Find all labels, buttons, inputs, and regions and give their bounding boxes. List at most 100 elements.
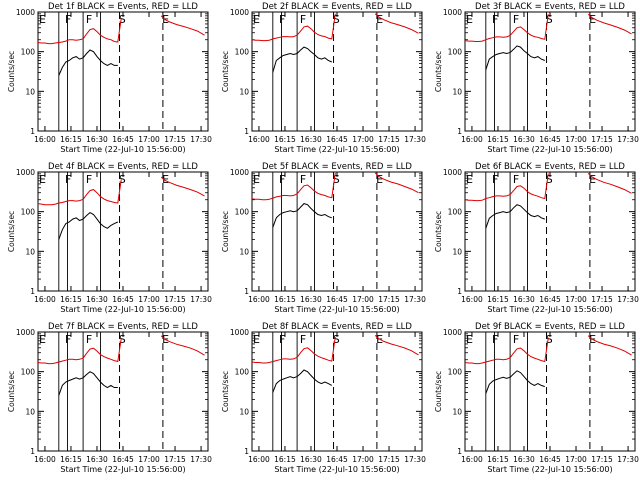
panel-9: Det 9f BLACK = Events, RED = LLD 1 10 100 10… bbox=[434, 322, 639, 474]
x-tick-label: 17:00 bbox=[565, 295, 587, 304]
y-tick-label: 1 bbox=[244, 287, 249, 296]
x-tick-label: 17:30 bbox=[190, 135, 212, 144]
marker-letter: F bbox=[65, 13, 71, 26]
panel-1: Det 1f BLACK = Events, RED = LLD 1 10 100 10… bbox=[7, 2, 212, 154]
panel-title: Det 9f BLACK = Events, RED = LLD bbox=[475, 322, 625, 332]
y-tick-label: 10 bbox=[25, 247, 35, 256]
marker-letter: E bbox=[253, 13, 260, 26]
marker-letter: E bbox=[589, 13, 596, 26]
y-axis-label: Counts/sec bbox=[434, 51, 443, 92]
series-lld-line bbox=[37, 176, 205, 206]
x-tick-label: 17:15 bbox=[378, 455, 400, 464]
x-axis-label: Start Time (22-Jul-10 15:56:00) bbox=[274, 145, 399, 154]
x-axis-label: Start Time (22-Jul-10 15:56:00) bbox=[274, 465, 399, 474]
x-tick-label: 17:00 bbox=[352, 135, 374, 144]
x-tick-label: 16:15 bbox=[274, 295, 296, 304]
panel-title: Det 1f BLACK = Events, RED = LLD bbox=[48, 2, 198, 12]
panel-4: Det 4f BLACK = Events, RED = LLD 1 10 100 10… bbox=[7, 162, 212, 314]
x-axis-label: Start Time (22-Jul-10 15:56:00) bbox=[487, 305, 612, 314]
x-tick-label: 16:45 bbox=[112, 295, 134, 304]
marker-letter: E bbox=[466, 173, 473, 186]
x-tick-label: 17:15 bbox=[164, 135, 186, 144]
panel-title: Det 7f BLACK = Events, RED = LLD bbox=[48, 322, 198, 332]
x-tick-label: 17:00 bbox=[138, 455, 160, 464]
x-axis-label: Start Time (22-Jul-10 15:56:00) bbox=[60, 145, 185, 154]
marker-letter: F bbox=[492, 173, 498, 186]
panel-8: Det 8f BLACK = Events, RED = LLD 1 10 100 10… bbox=[221, 322, 426, 474]
panel-3: Det 3f BLACK = Events, RED = LLD 1 10 100 10… bbox=[434, 2, 639, 154]
y-axis-label: Counts/sec bbox=[7, 51, 16, 92]
marker-letter: S bbox=[119, 173, 126, 186]
marker-letter: E bbox=[253, 333, 260, 346]
x-tick-label: 17:00 bbox=[138, 135, 160, 144]
series-events-line bbox=[272, 369, 333, 393]
y-tick-label: 1000 bbox=[443, 328, 462, 337]
marker-letter: S bbox=[119, 13, 126, 26]
marker-letter: F bbox=[65, 173, 71, 186]
y-tick-label: 1000 bbox=[443, 8, 462, 17]
series-lld-line bbox=[464, 335, 632, 365]
marker-letter: E bbox=[162, 173, 169, 186]
y-axis-label: Counts/sec bbox=[221, 211, 230, 252]
marker-letter: F bbox=[279, 13, 285, 26]
x-tick-label: 16:00 bbox=[461, 295, 483, 304]
series-lld-line bbox=[464, 13, 632, 42]
marker-letter: S bbox=[333, 173, 340, 186]
series-events-line bbox=[485, 204, 545, 229]
series-events-line bbox=[58, 211, 119, 240]
marker-letter: E bbox=[39, 13, 46, 26]
y-tick-label: 1 bbox=[30, 127, 35, 136]
panel-7: Det 7f BLACK = Events, RED = LLD 1 10 100 10… bbox=[7, 322, 212, 474]
x-tick-label: 16:00 bbox=[461, 455, 483, 464]
y-tick-label: 1000 bbox=[16, 168, 35, 177]
x-tick-label: 16:45 bbox=[326, 135, 348, 144]
x-tick-label: 16:30 bbox=[513, 135, 535, 144]
series-events-line bbox=[58, 49, 118, 76]
x-tick-label: 17:30 bbox=[190, 455, 212, 464]
marker-letter: F bbox=[65, 333, 71, 346]
x-tick-label: 16:45 bbox=[112, 455, 134, 464]
panel-2: Det 2f BLACK = Events, RED = LLD 1 10 100 10… bbox=[221, 2, 426, 154]
x-tick-label: 17:15 bbox=[164, 295, 186, 304]
marker-letter: F bbox=[86, 13, 92, 26]
y-tick-label: 10 bbox=[239, 407, 249, 416]
series-lld-line bbox=[464, 173, 632, 202]
y-axis-label: Counts/sec bbox=[434, 371, 443, 412]
x-axis-label: Start Time (22-Jul-10 15:56:00) bbox=[487, 465, 612, 474]
x-tick-label: 17:30 bbox=[190, 295, 212, 304]
x-tick-label: 16:00 bbox=[34, 455, 56, 464]
y-tick-label: 100 bbox=[21, 368, 36, 377]
marker-letter: E bbox=[376, 173, 383, 186]
marker-letter: E bbox=[39, 333, 46, 346]
marker-letter: S bbox=[119, 333, 126, 346]
marker-letter: F bbox=[513, 333, 519, 346]
series-lld-line bbox=[251, 13, 419, 42]
y-tick-label: 1000 bbox=[443, 168, 462, 177]
x-tick-label: 17:15 bbox=[164, 455, 186, 464]
y-tick-label: 10 bbox=[25, 87, 35, 96]
x-tick-label: 16:45 bbox=[539, 455, 561, 464]
y-axis-label: Counts/sec bbox=[7, 211, 16, 252]
marker-letter: F bbox=[513, 173, 519, 186]
y-tick-label: 100 bbox=[235, 368, 250, 377]
x-tick-label: 17:00 bbox=[138, 295, 160, 304]
series-lld-line bbox=[37, 335, 205, 365]
x-axis-label: Start Time (22-Jul-10 15:56:00) bbox=[487, 145, 612, 154]
x-tick-label: 16:15 bbox=[60, 135, 82, 144]
y-tick-label: 1 bbox=[457, 287, 462, 296]
y-tick-label: 100 bbox=[21, 208, 36, 217]
y-tick-label: 1 bbox=[244, 127, 249, 136]
y-tick-label: 100 bbox=[448, 208, 463, 217]
y-axis-label: Counts/sec bbox=[221, 51, 230, 92]
marker-letter: F bbox=[513, 13, 519, 26]
panel-6: Det 6f BLACK = Events, RED = LLD 1 10 100 10… bbox=[434, 162, 639, 314]
x-tick-label: 16:15 bbox=[274, 455, 296, 464]
x-tick-label: 16:00 bbox=[461, 135, 483, 144]
x-tick-label: 16:30 bbox=[513, 295, 535, 304]
x-tick-label: 16:00 bbox=[248, 455, 270, 464]
y-tick-label: 1 bbox=[244, 447, 249, 456]
marker-letter: F bbox=[279, 333, 285, 346]
y-axis-label: Counts/sec bbox=[434, 211, 443, 252]
y-axis-label: Counts/sec bbox=[221, 371, 230, 412]
x-tick-label: 17:30 bbox=[617, 455, 639, 464]
